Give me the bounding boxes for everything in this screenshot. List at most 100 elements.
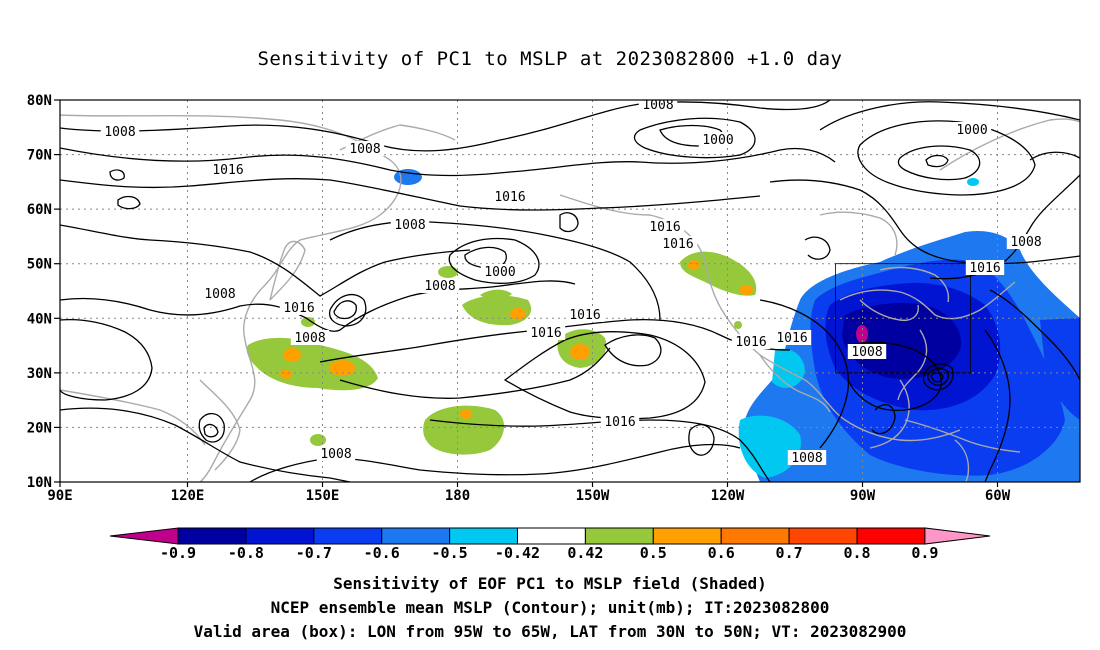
contour-label: 1016: [604, 415, 635, 430]
contour-label-bg: [279, 300, 319, 315]
contour-label-bg: [565, 307, 605, 322]
caption-line-3: Valid area (box): LON from 95W to 65W, L…: [193, 622, 907, 641]
colorbar-label: 0.8: [843, 544, 870, 562]
contour-label: 1008: [320, 447, 351, 462]
contour-label: 1016: [283, 301, 314, 316]
contour-label: 1008: [1010, 235, 1041, 250]
colorbar-label: -0.42: [495, 544, 540, 562]
contour-label-bg: [658, 236, 698, 251]
contour-label: 1008: [104, 125, 135, 140]
contour-label: 1000: [484, 265, 515, 280]
contour-label: 1016: [494, 190, 525, 205]
map-title: Sensitivity of PC1 to MSLP at 2023082800…: [257, 48, 843, 70]
contour-label-bg: [847, 344, 887, 359]
colorbar-swatch: [177, 527, 247, 545]
contour-label-bg: [731, 334, 771, 349]
contour-label-bg: [787, 450, 827, 465]
lat-tick-label: 10N: [27, 475, 52, 491]
contour-label: 1016: [530, 326, 561, 341]
colorbar-label: 0.42: [567, 544, 603, 562]
lon-tick-label: 180: [445, 488, 470, 504]
lat-tick-label: 30N: [27, 366, 52, 382]
lon-tick-label: 120W: [711, 488, 745, 504]
lon-tick-label: 150W: [576, 488, 610, 504]
coastlines: [60, 114, 1080, 482]
lat-tick-label: 70N: [27, 148, 52, 164]
contour-label-bg: [390, 217, 430, 232]
colorbar-label: -0.9: [160, 544, 196, 562]
colorbar: -0.9 -0.8 -0.7 -0.6 -0.5 -0.42 0.42 0.5 0.6 0.7 0.…: [109, 527, 991, 562]
contour-label-bg: [952, 122, 992, 137]
lat-tick-label: 20N: [27, 420, 52, 436]
contour-label-bg: [100, 124, 140, 139]
contour-label: 1008: [424, 279, 455, 294]
contour-label-bg: [772, 330, 812, 345]
lat-tick-label: 80N: [27, 93, 52, 109]
colorbar-swatch: [652, 527, 722, 545]
colorbar-swatch: [788, 527, 858, 545]
contour-label: 1008: [204, 287, 235, 302]
colorbar-label: -0.5: [432, 544, 468, 562]
contour-label-bg: [200, 286, 240, 301]
colorbar-swatch: [517, 527, 586, 545]
colorbar-swatch: [584, 527, 654, 545]
contour-label: 1016: [212, 163, 243, 178]
contour-label-bg: [965, 260, 1005, 275]
colorbar-label: -0.6: [364, 544, 400, 562]
lat-tick-label: 50N: [27, 257, 52, 273]
contour-label: 1016: [969, 261, 1000, 276]
colorbar-left-arrow: [109, 527, 179, 545]
contour-label-bg: [480, 264, 520, 279]
contour-label-bg: [208, 162, 248, 177]
contour-label: 1000: [956, 123, 987, 138]
contour-label: 1016: [569, 308, 600, 323]
lat-tick-label: 60N: [27, 202, 52, 218]
lon-tick-label: 60W: [985, 488, 1011, 504]
caption-line-2: NCEP ensemble mean MSLP (Contour); unit(…: [270, 598, 830, 617]
contour-label-bg: [698, 132, 738, 147]
positive-sensitivity-shading: [246, 251, 757, 455]
contour-label-bg: [316, 446, 356, 461]
contour-label-bg: [290, 330, 330, 345]
mslp-contours: [60, 100, 1080, 482]
contour-label: 1008: [349, 142, 380, 157]
lon-tick-label: 150E: [306, 488, 340, 504]
contour-label: 1008: [642, 98, 673, 113]
contour-label: 1008: [394, 218, 425, 233]
longitude-axis: 90E 120E 150E 180 150W 120W 90W 60W: [47, 482, 1011, 504]
contour-label: 1000: [702, 133, 733, 148]
caption-line-1: Sensitivity of EOF PC1 to MSLP field (Sh…: [333, 574, 767, 593]
colorbar-label: 0.9: [911, 544, 938, 562]
contour-labels: 1008 1008 1016 1008 1000 1016 1000 1008 1016 1008…: [100, 98, 1046, 466]
colorbar-right-arrow: [924, 527, 991, 545]
plot-frame: [59, 99, 1081, 483]
contour-label-bg: [490, 189, 530, 204]
contour-label: 1016: [662, 237, 693, 252]
colorbar-label: 0.6: [708, 544, 735, 562]
colorbar-label: -0.7: [296, 544, 332, 562]
latitude-axis: 80N 70N 60N 50N 40N 30N 20N 10N: [27, 93, 60, 491]
contour-label: 1008: [294, 331, 325, 346]
colorbar-swatch: [720, 527, 790, 545]
contour-label-bg: [526, 325, 566, 340]
colorbar-label: 0.7: [776, 544, 803, 562]
contour-label-bg: [420, 278, 460, 293]
graticule: [60, 100, 1080, 482]
colorbar-swatch: [313, 527, 383, 545]
contour-label-bg: [638, 100, 678, 112]
contour-label: 1008: [791, 451, 822, 466]
colorbar-swatch: [381, 527, 451, 545]
contour-label-bg: [645, 219, 685, 234]
contour-label: 1008: [851, 345, 882, 360]
valid-area-box: [835, 263, 971, 374]
colorbar-swatch: [449, 527, 519, 545]
contour-label-bg: [600, 414, 640, 429]
lon-tick-label: 90E: [47, 488, 72, 504]
lon-tick-label: 90W: [850, 488, 876, 504]
lon-tick-label: 120E: [171, 488, 205, 504]
contour-label: 1016: [649, 220, 680, 235]
contour-label-bg: [345, 141, 385, 156]
lat-tick-label: 40N: [27, 311, 52, 327]
colorbar-label: 0.5: [640, 544, 667, 562]
